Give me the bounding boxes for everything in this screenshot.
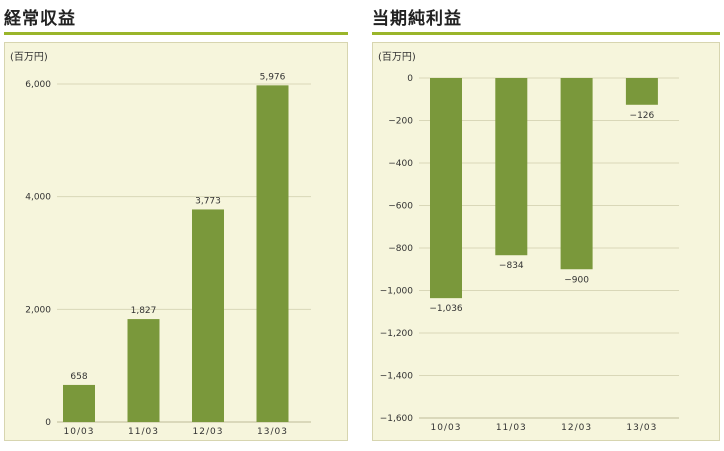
chart-title: 当期純利益 — [372, 9, 462, 29]
y-tick-label: −1,400 — [380, 372, 414, 382]
bar-value-label: 3,773 — [195, 196, 221, 206]
title-underline — [372, 32, 720, 35]
y-tick-label: 4,000 — [25, 193, 51, 203]
bar-value-label: −900 — [564, 275, 589, 285]
bar-value-label: 5,976 — [260, 72, 286, 82]
bar-value-label: −834 — [499, 261, 524, 271]
x-tick-label: 11/03 — [128, 427, 159, 437]
chart-area: (百万円) 0 −200 −400 −600 −800 −1,000 −1,200 −1,40… — [372, 42, 720, 441]
y-tick-label: −1,200 — [380, 329, 414, 339]
bar — [192, 209, 224, 422]
bar — [495, 78, 528, 256]
y-tick-label: −600 — [388, 202, 413, 212]
chart-area: (百万円) 0 2,000 4,000 6,000 658 10/03 1,827 11/03… — [4, 42, 348, 441]
y-tick-label: 2,000 — [25, 305, 51, 315]
unit-label: (百万円) — [10, 52, 48, 63]
bar — [430, 78, 462, 299]
y-tick-label: −1,600 — [380, 414, 414, 424]
bar — [63, 384, 95, 422]
y-tick-label: −800 — [388, 244, 413, 254]
bar — [256, 85, 289, 423]
chart-title: 経常収益 — [4, 9, 76, 29]
net-income-panel: 当期純利益 (百万円) 0 −200 −400 −600 −800 −1,000 −1,20… — [368, 0, 724, 451]
revenue-chart: 0 2,000 4,000 6,000 658 10/03 1,827 11/03 3,773 1… — [25, 72, 311, 437]
y-tick-label: −1,000 — [380, 287, 414, 297]
title-underline — [4, 32, 348, 35]
y-tick-label: −200 — [388, 117, 413, 127]
x-tick-label: 11/03 — [496, 423, 527, 433]
bar — [127, 319, 160, 422]
y-tick-label: 0 — [407, 74, 413, 84]
bar-value-label: 1,827 — [131, 306, 157, 316]
x-tick-label: 10/03 — [64, 427, 95, 437]
bar-value-label: −126 — [630, 111, 655, 121]
bar-value-label: −1,036 — [429, 304, 463, 314]
x-tick-label: 13/03 — [257, 427, 288, 437]
y-tick-label: 6,000 — [25, 80, 51, 90]
x-tick-label: 12/03 — [561, 423, 592, 433]
revenue-panel: 経常収益 (百万円) 0 2,000 4,000 6,000 658 10/03 1,827… — [0, 0, 350, 451]
y-tick-label: 0 — [45, 418, 51, 428]
bar-value-label: 658 — [70, 372, 87, 382]
unit-label: (百万円) — [378, 52, 416, 63]
x-tick-label: 13/03 — [626, 423, 657, 433]
x-tick-label: 10/03 — [431, 423, 462, 433]
net-income-chart: 0 −200 −400 −600 −800 −1,000 −1,200 −1,400 −1,60… — [380, 74, 679, 433]
y-tick-label: −400 — [388, 159, 413, 169]
x-tick-label: 12/03 — [193, 427, 224, 437]
bar — [625, 78, 658, 105]
bar — [560, 78, 593, 270]
